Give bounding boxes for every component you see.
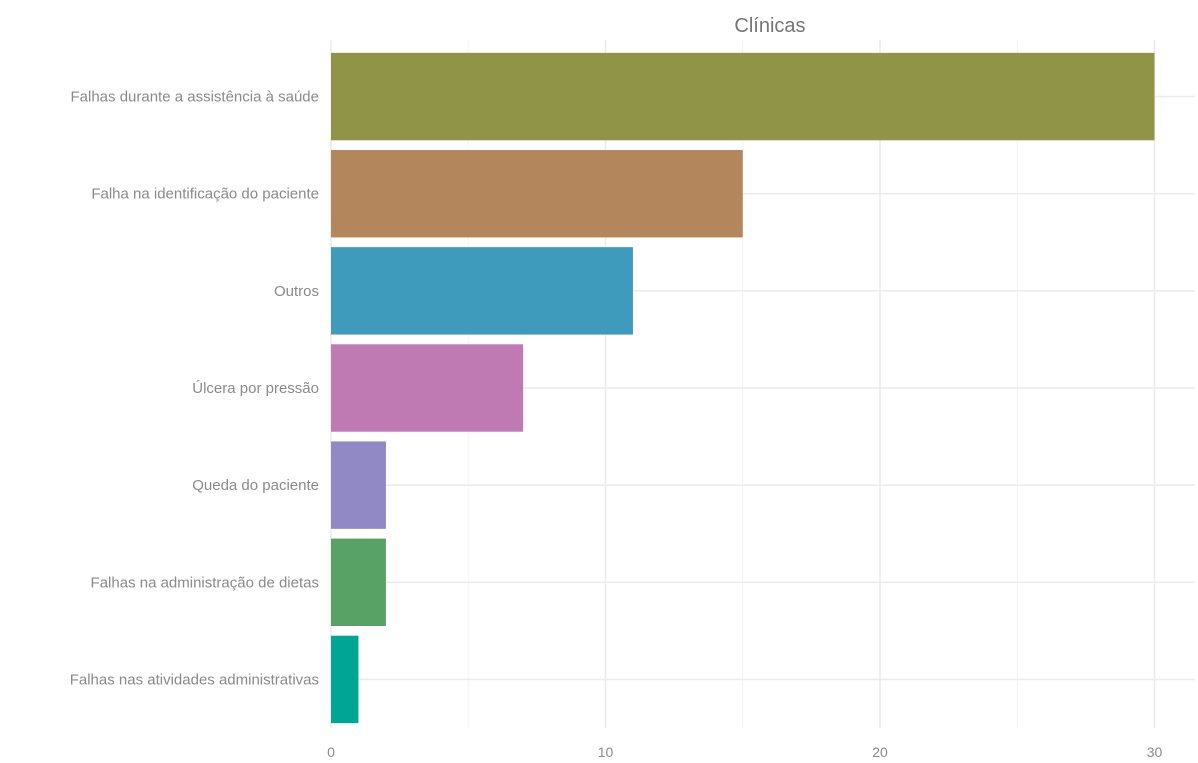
category-label: Falhas nas atividades administrativas xyxy=(70,671,319,688)
x-tick-label: 10 xyxy=(598,744,614,760)
bar xyxy=(331,538,386,626)
bar xyxy=(331,441,386,529)
bar xyxy=(331,635,359,724)
x-axis-tick-labels: 0 10 20 30 xyxy=(327,744,1162,760)
category-label: Outros xyxy=(274,283,319,300)
bar xyxy=(331,150,743,238)
category-label: Falhas na administração de dietas xyxy=(91,574,319,591)
category-label: Falha na identificação do paciente xyxy=(91,186,319,203)
bar xyxy=(331,344,524,432)
bars xyxy=(331,52,1155,724)
category-label: Úlcera por pressão xyxy=(192,380,319,397)
category-label: Queda do paciente xyxy=(192,477,319,494)
chart-title: Clínicas xyxy=(734,15,805,37)
bar xyxy=(331,52,1155,141)
x-tick-label: 20 xyxy=(872,744,888,760)
category-labels: Falhas durante a assistência à saúde Falh… xyxy=(70,89,319,689)
x-tick-label: 0 xyxy=(327,744,335,760)
bar xyxy=(331,247,633,335)
category-label: Falhas durante a assistência à saúde xyxy=(71,89,320,106)
x-tick-label: 30 xyxy=(1147,744,1163,760)
